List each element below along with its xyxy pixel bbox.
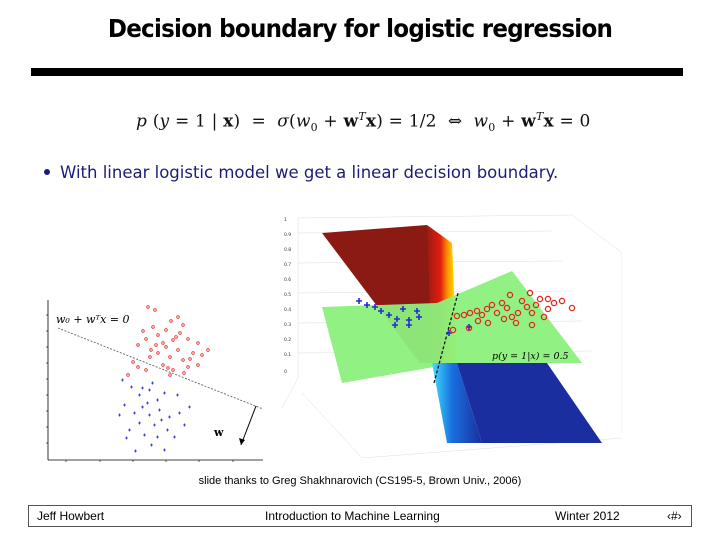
svg-text:0.4: 0.4	[284, 307, 291, 313]
slide-title: Decision boundary for logistic regressio…	[107, 14, 613, 43]
svg-text:0.3: 0.3	[284, 322, 291, 328]
plane-label: p(y = 1|x) = 0.5	[492, 351, 569, 362]
footer-page-number: ‹#›	[667, 509, 682, 523]
slide-credit: slide thanks to Greg Shakhnarovich (CS19…	[198, 475, 522, 487]
title-divider	[31, 68, 683, 76]
footer-term: Winter 2012	[555, 509, 620, 523]
svg-text:0.7: 0.7	[284, 262, 291, 268]
svg-text:1: 1	[284, 217, 287, 223]
footer-author: Jeff Howbert	[37, 509, 105, 523]
boundary-label: w₀ + wᵀx = 0	[56, 313, 129, 326]
svg-text:0.5: 0.5	[284, 292, 291, 298]
bullet-point: With linear logistic model we get a line…	[44, 163, 558, 182]
footer-course: Introduction to Machine Learning	[265, 509, 440, 523]
svg-text:0.9: 0.9	[284, 232, 291, 238]
svg-text:0.1: 0.1	[284, 352, 291, 358]
weight-vector-label: w	[213, 426, 224, 439]
bullet-text: With linear logistic model we get a line…	[60, 163, 559, 182]
scatter-2d-figure: w₀ + wᵀx = 0 w	[46, 300, 264, 462]
svg-text:0.6: 0.6	[284, 277, 291, 283]
slide-footer: Jeff Howbert Introduction to Machine Lea…	[28, 505, 692, 527]
decision-formula: p (y = 1 | x) = σ(w0 + wTx) = 1/2 ⇔ w0 +…	[136, 110, 591, 135]
bullet-dot-icon	[44, 168, 50, 175]
svg-text:0.8: 0.8	[284, 247, 291, 253]
sigmoid-3d-figure: 1 0.9 0.8 0.7 0.6 0.5 0.4 0.3 0.2 0.1 0 p(y = 1|…	[282, 214, 622, 459]
svg-text:0.2: 0.2	[284, 337, 291, 343]
svg-text:0: 0	[284, 369, 287, 375]
